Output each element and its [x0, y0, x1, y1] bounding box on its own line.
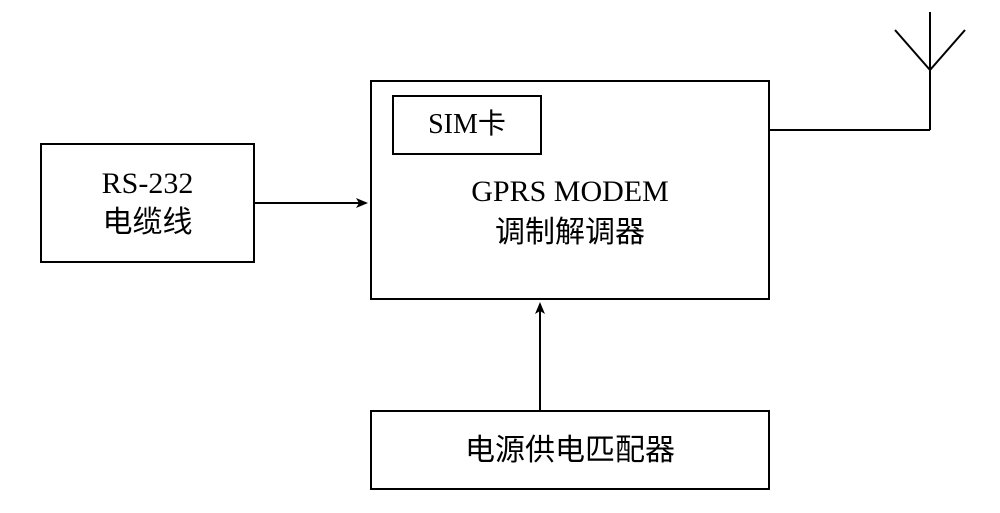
rs232-box: RS-232 电缆线 — [40, 143, 255, 263]
diagram-stage: RS-232 电缆线 GPRS MODEM 调制解调器 SIM卡 电源供电匹配器 — [0, 0, 1000, 513]
modem-label: GPRS MODEM 调制解调器 — [471, 175, 669, 249]
sim-label: SIM卡 — [428, 107, 506, 143]
power-box: 电源供电匹配器 — [370, 410, 770, 490]
antenna-icon — [770, 12, 965, 130]
sim-box: SIM卡 — [392, 95, 542, 155]
power-label: 电源供电匹配器 — [465, 431, 675, 470]
rs232-label: RS-232 电缆线 — [102, 164, 194, 242]
